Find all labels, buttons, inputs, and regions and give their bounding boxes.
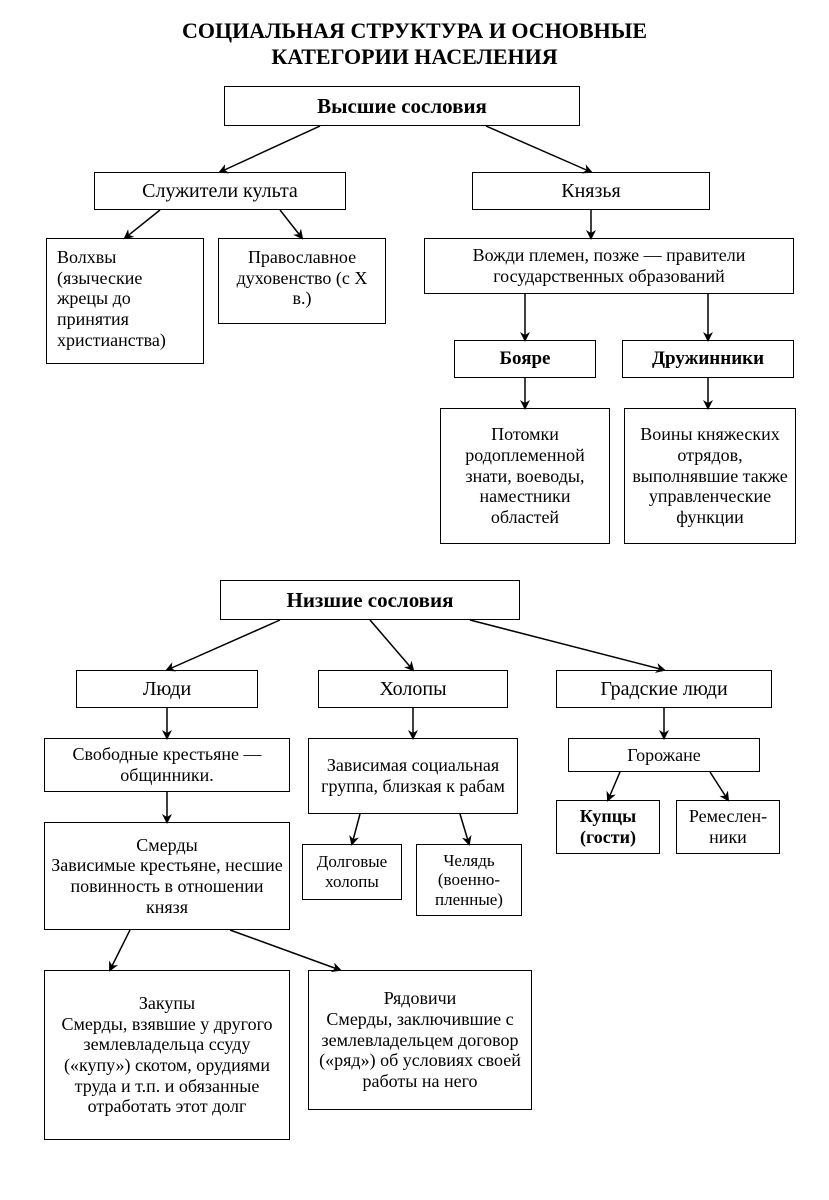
edge-arrow [230, 930, 340, 970]
edge-arrow [167, 620, 280, 670]
node-chiefs: Вожди племен, позже — правители государс… [424, 238, 794, 294]
edge-arrow [280, 210, 302, 238]
node-clergy: Служители культа [94, 172, 346, 210]
edge-arrow [608, 772, 620, 800]
node-dolgovye: Долговые холопы [302, 844, 402, 900]
node-volkhvy: Волхвы (языческие жрецы до принятия хрис… [46, 238, 204, 364]
edge-arrow [352, 814, 360, 844]
title-line-1: СОЦИАЛЬНАЯ СТРУКТУРА И ОСНОВНЫЕ [182, 18, 647, 43]
edge-arrow [110, 930, 130, 970]
node-druzhinniki: Дружинники [622, 340, 794, 378]
node-kholopy-desc: Зависимая социальная группа, близкая к р… [308, 738, 518, 814]
node-boyars-desc: Потомки родоплемен­ной знати, воеводы, н… [440, 408, 610, 544]
edge-arrow [370, 620, 413, 670]
node-remesl: Ремеслен­ники [676, 800, 780, 854]
node-gorozhane: Горожане [568, 738, 760, 772]
edge-arrow [460, 814, 469, 844]
edge-arrow [710, 772, 728, 800]
edge-arrow [125, 210, 160, 238]
diagram-title: СОЦИАЛЬНАЯ СТРУКТУРА И ОСНОВНЫЕ КАТЕГОРИ… [0, 18, 829, 71]
node-princes: Князья [472, 172, 710, 210]
node-lyudi: Люди [76, 670, 258, 708]
diagram-canvas: СОЦИАЛЬНАЯ СТРУКТУРА И ОСНОВНЫЕ КАТЕГОРИ… [0, 0, 829, 1200]
node-ryadovichi: Рядовичи Смерды, заключившие с землевлад… [308, 970, 532, 1110]
node-lyudi-desc: Свободные крестьяне — общинники. [44, 738, 290, 792]
edge-arrow [470, 620, 664, 670]
node-orthodox: Православное духовенство (с X в.) [218, 238, 386, 324]
node-druzh-desc: Воины княжеских отрядов, выполнявшие так… [624, 408, 796, 544]
node-kholopy: Холопы [318, 670, 508, 708]
node-gradskie: Градские люди [556, 670, 772, 708]
node-smerdy: Смерды Зависимые крестьяне, несшие повин… [44, 822, 290, 930]
edge-arrow [220, 126, 320, 172]
node-zakupy: Закупы Смерды, взявшие у другого землевл… [44, 970, 290, 1140]
node-higher: Высшие сословия [224, 86, 580, 126]
node-chelyad: Челядь (военно­пленные) [416, 844, 522, 916]
node-lower: Низшие сословия [220, 580, 520, 620]
node-kuptsy: Купцы (гости) [556, 800, 660, 854]
node-boyars: Бояре [454, 340, 596, 378]
title-line-2: КАТЕГОРИИ НАСЕЛЕНИЯ [271, 44, 557, 69]
edge-arrow [486, 126, 591, 172]
